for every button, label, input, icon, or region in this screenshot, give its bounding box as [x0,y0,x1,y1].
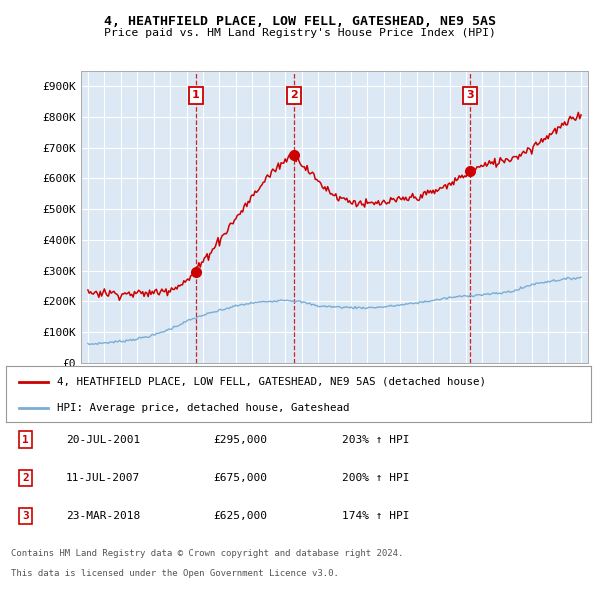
Text: 20-JUL-2001: 20-JUL-2001 [66,435,140,444]
Text: 203% ↑ HPI: 203% ↑ HPI [342,435,409,444]
Text: 3: 3 [466,90,473,100]
Text: 2: 2 [290,90,298,100]
Text: 3: 3 [22,512,29,521]
Text: 4, HEATHFIELD PLACE, LOW FELL, GATESHEAD, NE9 5AS (detached house): 4, HEATHFIELD PLACE, LOW FELL, GATESHEAD… [57,377,486,387]
Text: 1: 1 [192,90,199,100]
Text: HPI: Average price, detached house, Gateshead: HPI: Average price, detached house, Gate… [57,403,349,413]
Text: £625,000: £625,000 [213,512,267,521]
Text: 11-JUL-2007: 11-JUL-2007 [66,473,140,483]
Text: 23-MAR-2018: 23-MAR-2018 [66,512,140,521]
Text: 1: 1 [22,435,29,444]
Text: This data is licensed under the Open Government Licence v3.0.: This data is licensed under the Open Gov… [11,569,338,578]
Text: £675,000: £675,000 [213,473,267,483]
Text: 174% ↑ HPI: 174% ↑ HPI [342,512,409,521]
Text: 4, HEATHFIELD PLACE, LOW FELL, GATESHEAD, NE9 5AS: 4, HEATHFIELD PLACE, LOW FELL, GATESHEAD… [104,15,496,28]
Text: 2: 2 [22,473,29,483]
Text: Price paid vs. HM Land Registry's House Price Index (HPI): Price paid vs. HM Land Registry's House … [104,28,496,38]
Text: £295,000: £295,000 [213,435,267,444]
Text: Contains HM Land Registry data © Crown copyright and database right 2024.: Contains HM Land Registry data © Crown c… [11,549,403,558]
Text: 200% ↑ HPI: 200% ↑ HPI [342,473,409,483]
